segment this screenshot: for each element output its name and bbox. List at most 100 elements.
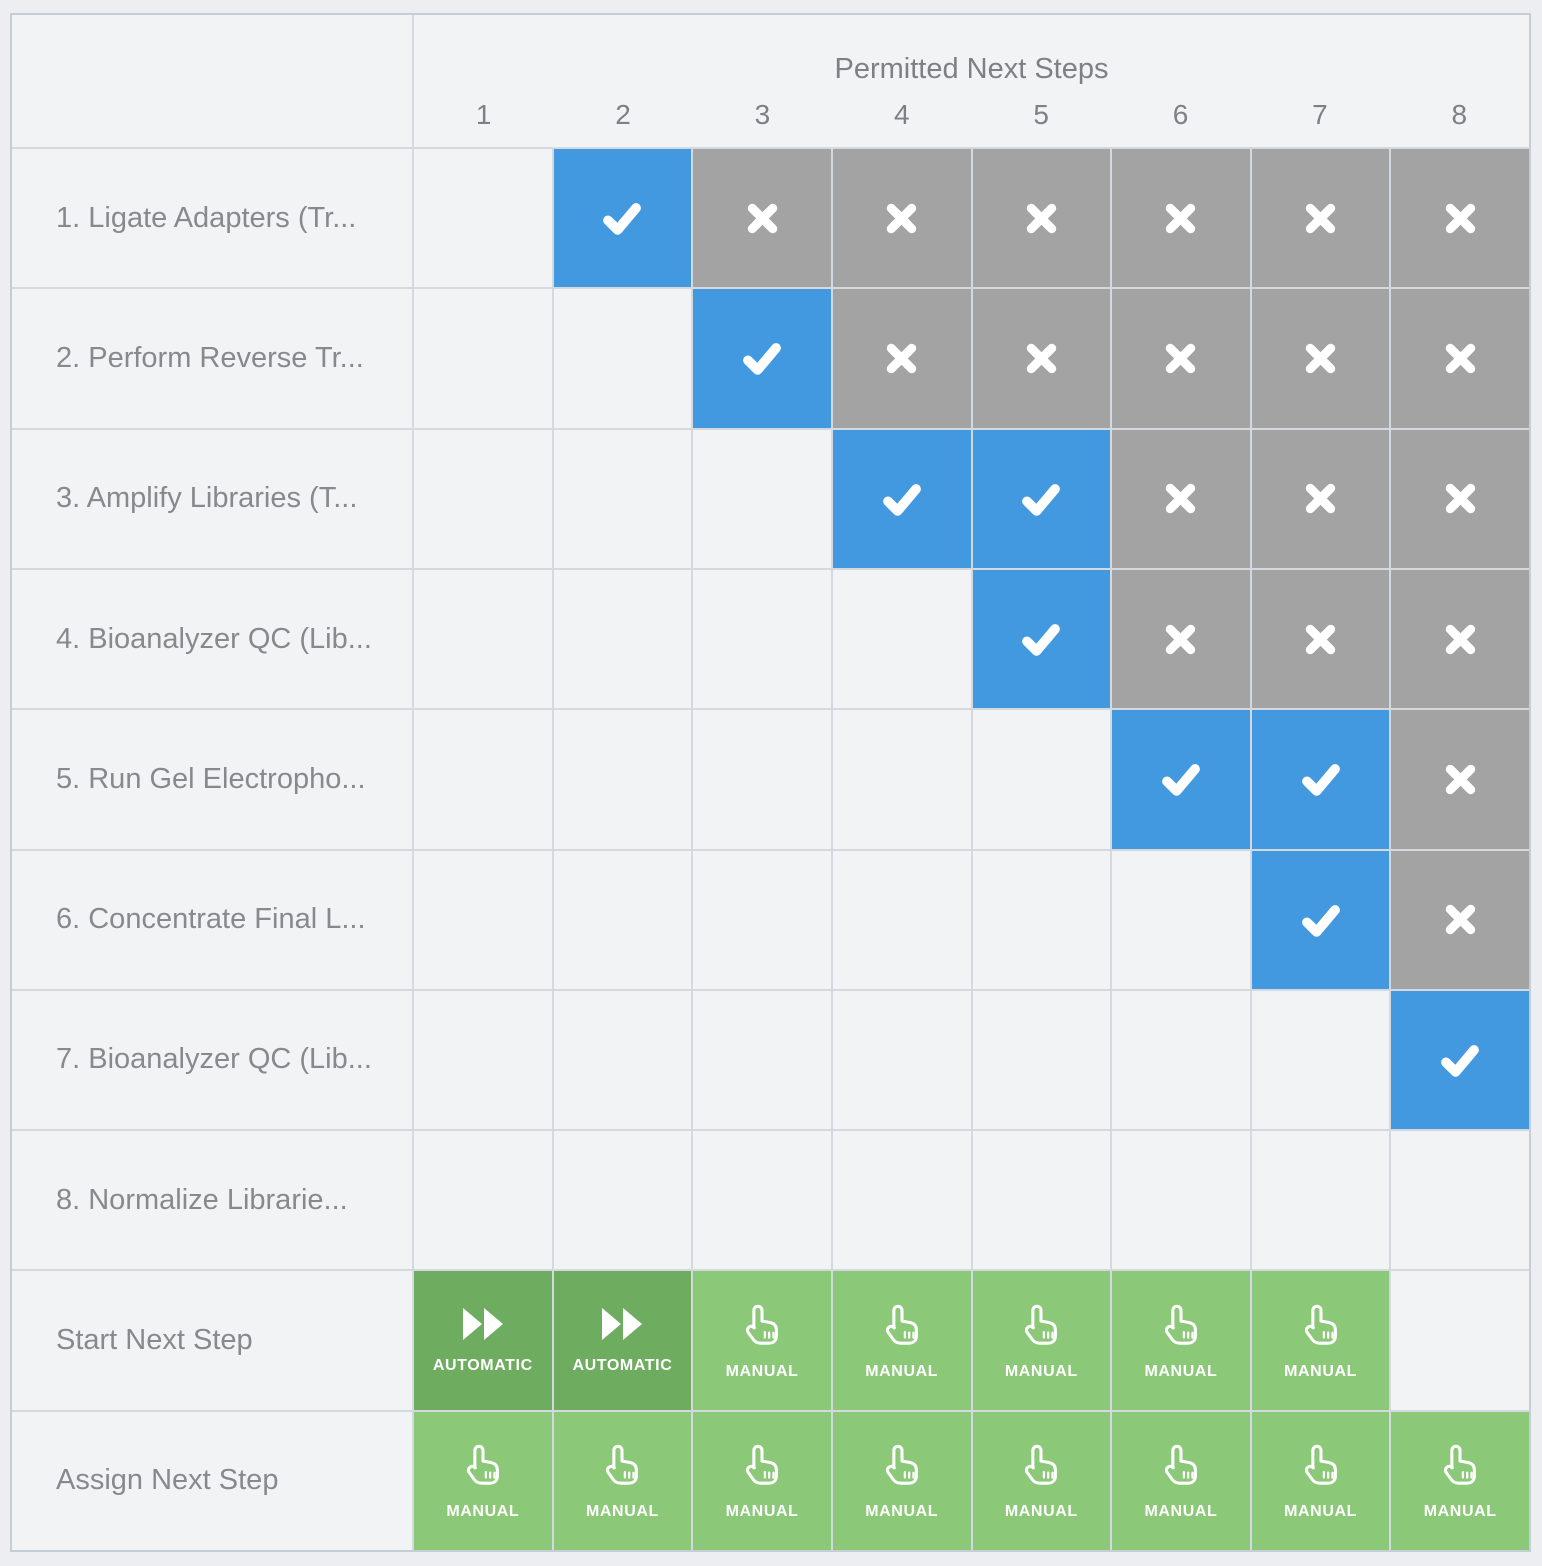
hand-pointer-icon xyxy=(885,1444,918,1485)
matrix-cell-3-7[interactable] xyxy=(1251,429,1390,568)
matrix-cell-6-6 xyxy=(1112,850,1250,989)
matrix-cell-6-7[interactable] xyxy=(1251,850,1390,989)
matrix-cell-2-4[interactable] xyxy=(832,289,971,428)
hand-pointer-icon xyxy=(1025,1304,1058,1345)
matrix-cell-8-2 xyxy=(553,1131,692,1270)
matrix-cell-8-3 xyxy=(693,1131,831,1270)
cross-icon xyxy=(1305,624,1336,654)
cross-icon xyxy=(1026,343,1057,374)
cross-icon xyxy=(1166,624,1196,654)
matrix-cell-4-4 xyxy=(832,569,971,709)
matrix-cell-7-3 xyxy=(693,990,831,1130)
column-header-4: 4 xyxy=(894,99,910,130)
matrix-cell-1-6[interactable] xyxy=(1112,149,1250,288)
assign-next-step-cell-3[interactable]: MANUAL xyxy=(693,1411,831,1550)
matrix-cell-1-4[interactable] xyxy=(832,149,971,288)
matrix-cell-4-8[interactable] xyxy=(1391,569,1529,709)
matrix-cell-4-7[interactable] xyxy=(1251,569,1390,709)
matrix-cell-1-3[interactable] xyxy=(693,149,831,288)
matrix-cell-3-2 xyxy=(553,429,692,568)
cross-icon xyxy=(1305,484,1336,514)
matrix-cell-2-7[interactable] xyxy=(1251,289,1390,428)
assign-next-step-cell-8[interactable]: MANUAL xyxy=(1391,1411,1529,1550)
cross-icon xyxy=(1445,764,1475,795)
matrix-cell-8-4 xyxy=(832,1131,971,1270)
matrix-cell-2-6[interactable] xyxy=(1112,289,1250,428)
cross-icon xyxy=(1305,343,1336,374)
matrix-cell-3-8[interactable] xyxy=(1391,429,1529,568)
start-next-step-cell-2[interactable]: AUTOMATIC xyxy=(553,1271,692,1410)
matrix-cell-5-7[interactable] xyxy=(1251,710,1390,849)
cross-icon xyxy=(1445,203,1475,233)
matrix-cell-6-5 xyxy=(972,850,1111,989)
matrix-cell-6-2 xyxy=(553,850,692,989)
cross-icon xyxy=(747,203,777,233)
step-row-label-3: 3. Amplify Libraries (T... xyxy=(12,429,412,568)
check-icon xyxy=(882,483,921,516)
cross-icon xyxy=(1305,203,1336,233)
matrix-cell-5-8[interactable] xyxy=(1391,710,1529,849)
step-row-label-8: 8. Normalize Librarie... xyxy=(12,1131,412,1270)
matrix-cell-3-4[interactable] xyxy=(832,429,971,568)
matrix-cell-7-8[interactable] xyxy=(1391,990,1529,1130)
start-next-step-cell-4[interactable]: MANUAL xyxy=(832,1271,971,1410)
matrix-cell-1-2[interactable] xyxy=(553,149,692,288)
cross-icon xyxy=(1166,203,1196,233)
matrix-cell-5-6[interactable] xyxy=(1112,710,1250,849)
check-icon xyxy=(603,203,642,235)
cross-icon xyxy=(886,343,917,374)
matrix-cell-2-8[interactable] xyxy=(1391,289,1529,428)
start-next-step-cell-5[interactable]: MANUAL xyxy=(972,1271,1111,1410)
step-row-label-2: 2. Perform Reverse Tr... xyxy=(12,289,412,428)
matrix-cell-7-5 xyxy=(972,990,1111,1130)
assign-next-step-cell-1[interactable]: MANUAL xyxy=(414,1411,552,1550)
column-header-5: 5 xyxy=(1033,99,1049,130)
matrix-cell-8-1 xyxy=(414,1131,552,1270)
hand-pointer-icon xyxy=(1304,1444,1337,1485)
step-row-label-5: 5. Run Gel Electropho... xyxy=(12,710,412,849)
start-next-step-cell-7[interactable]: MANUAL xyxy=(1251,1271,1390,1410)
matrix-cell-5-3 xyxy=(693,710,831,849)
matrix-cell-3-6[interactable] xyxy=(1112,429,1250,568)
mode-label: MANUAL xyxy=(1144,1362,1218,1380)
matrix-cell-5-4 xyxy=(832,710,971,849)
matrix-cell-2-3[interactable] xyxy=(693,289,831,428)
hand-pointer-icon xyxy=(1025,1444,1058,1485)
start-next-step-cell-1[interactable]: AUTOMATIC xyxy=(414,1271,552,1410)
matrix-cell-4-2 xyxy=(553,569,692,709)
matrix-cell-8-6 xyxy=(1112,1131,1250,1270)
matrix-cell-1-5[interactable] xyxy=(972,149,1111,288)
start-next-step-cell-3[interactable]: MANUAL xyxy=(693,1271,831,1410)
mode-label: MANUAL xyxy=(1004,1362,1078,1380)
matrix-cell-3-1 xyxy=(414,429,552,568)
matrix-cell-4-3 xyxy=(693,569,831,709)
step-column-headers: 1 2 3 4 5 6 7 8 xyxy=(414,98,1529,131)
mode-label: MANUAL xyxy=(1284,1502,1358,1520)
matrix-cell-2-5[interactable] xyxy=(972,289,1111,428)
check-icon xyxy=(1162,764,1200,797)
hand-pointer-icon xyxy=(1304,1304,1337,1345)
mode-label: MANUAL xyxy=(865,1362,939,1380)
matrix-cell-6-8[interactable] xyxy=(1391,850,1529,989)
matrix-cell-1-7[interactable] xyxy=(1251,149,1390,288)
matrix-cell-4-5[interactable] xyxy=(972,569,1111,709)
matrix-cell-6-1 xyxy=(414,850,552,989)
assign-next-step-cell-7[interactable]: MANUAL xyxy=(1251,1411,1390,1550)
mode-label: MANUAL xyxy=(725,1502,799,1520)
check-icon xyxy=(1301,904,1340,937)
mode-label: AUTOMATIC xyxy=(572,1356,673,1374)
start-next-step-cell-6[interactable]: MANUAL xyxy=(1112,1271,1250,1410)
matrix-cell-2-1 xyxy=(414,289,552,428)
assign-next-step-cell-4[interactable]: MANUAL xyxy=(832,1411,971,1550)
matrix-cell-1-8[interactable] xyxy=(1391,149,1529,288)
assign-next-step-cell-5[interactable]: MANUAL xyxy=(972,1411,1111,1550)
permitted-next-steps-header: Permitted Next Steps 1 2 3 4 5 6 7 8 xyxy=(414,15,1529,147)
matrix-cell-3-5[interactable] xyxy=(972,429,1111,568)
header-title: Permitted Next Steps xyxy=(834,53,1109,85)
mode-label: MANUAL xyxy=(865,1502,939,1520)
assign-next-step-cell-2[interactable]: MANUAL xyxy=(553,1411,692,1550)
mode-label: AUTOMATIC xyxy=(432,1356,533,1374)
assign-next-step-cell-6[interactable]: MANUAL xyxy=(1112,1411,1250,1550)
matrix-cell-4-6[interactable] xyxy=(1112,569,1250,709)
